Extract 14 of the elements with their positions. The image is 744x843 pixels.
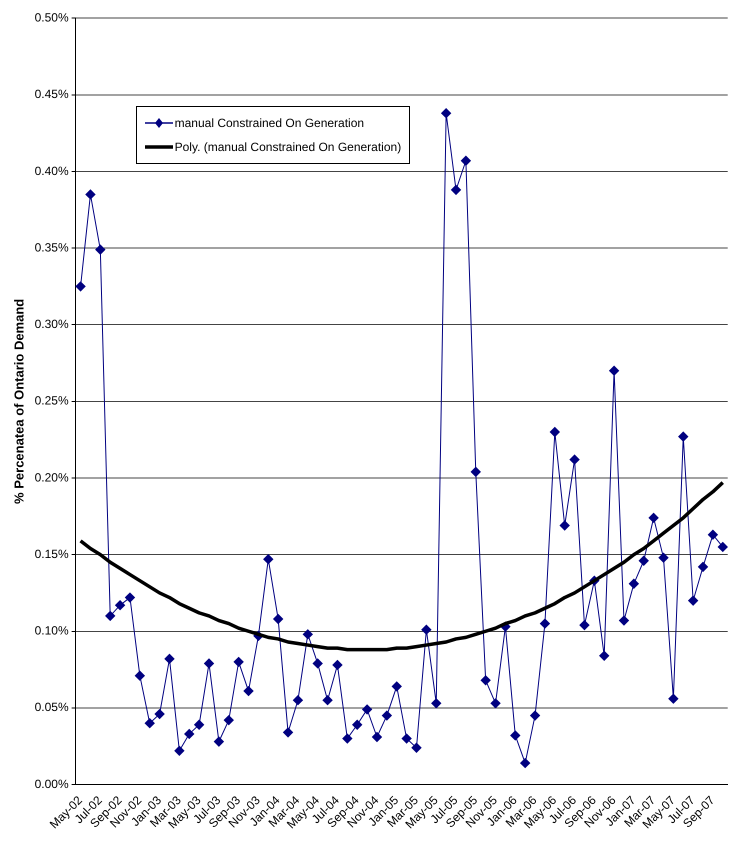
y-tick-label: 0.05%	[34, 700, 69, 714]
y-tick-label: 0.25%	[34, 394, 69, 408]
legend-label: Poly. (manual Constrained On Generation)	[174, 140, 402, 154]
y-tick-label: 0.40%	[34, 164, 69, 178]
y-tick-label: 0.10%	[34, 624, 69, 638]
y-tick-label: 0.50%	[34, 10, 69, 25]
y-tick-label: 0.20%	[34, 470, 69, 484]
y-tick-label: 0.35%	[34, 240, 69, 254]
legend-label: manual Constrained On Generation	[174, 116, 364, 130]
y-tick-label: 0.45%	[34, 87, 69, 102]
y-tick-label: 0.30%	[34, 317, 69, 332]
y-tick-label: 0.15%	[34, 546, 69, 561]
y-tick-label: 0.00%	[34, 776, 69, 791]
y-axis-title: % Percenatea of Ontario Demand	[11, 298, 26, 504]
